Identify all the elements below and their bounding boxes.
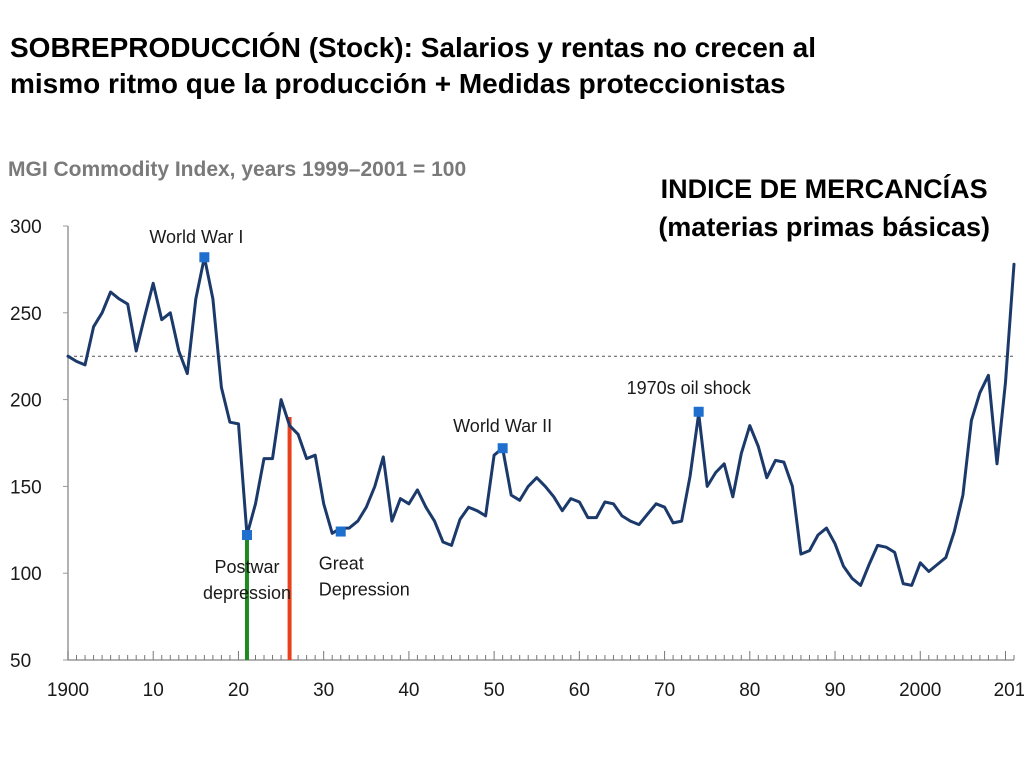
y-tick-label: 200 (10, 391, 42, 412)
y-tick-label: 150 (10, 477, 42, 498)
commodity-index-line (66, 255, 1016, 587)
y-tick-label: 50 (10, 651, 31, 672)
y-tick-label: 300 (10, 217, 42, 238)
x-tick-label: 30 (313, 680, 334, 701)
slide-title: SOBREPRODUCCIÓN (Stock): Salarios y rent… (10, 30, 1010, 102)
x-tick-label: 2000 (899, 680, 941, 701)
y-tick-label: 100 (10, 564, 42, 585)
annotation-label: Great (319, 554, 364, 574)
x-tick-label: 50 (484, 680, 505, 701)
annotation-label: Depression (319, 580, 410, 600)
annotation-marker (335, 526, 346, 537)
x-tick-label: 90 (824, 680, 845, 701)
annotation-label: 1970s oil shock (627, 378, 752, 398)
slide-title-line-1: SOBREPRODUCCIÓN (Stock): Salarios y rent… (10, 32, 816, 63)
annotation-marker (693, 406, 704, 417)
annotation-marker (497, 443, 508, 454)
annotation-marker (199, 252, 210, 263)
side-caption: INDICE DE MERCANCÍAS (materias primas bá… (658, 170, 990, 246)
x-tick-label: 40 (398, 680, 419, 701)
annotation-marker (241, 530, 252, 541)
x-tick-label: 80 (739, 680, 760, 701)
chart-title: MGI Commodity Index, years 1999–2001 = 1… (8, 158, 467, 181)
x-tick-label: 2011 (994, 680, 1024, 701)
side-caption-line-2: (materias primas básicas) (658, 212, 990, 242)
annotation-label: World War I (149, 227, 243, 247)
x-tick-label: 60 (569, 680, 590, 701)
x-tick-label: 70 (654, 680, 675, 701)
x-tick-label: 20 (228, 680, 249, 701)
x-tick-label: 10 (143, 680, 164, 701)
y-tick-label: 250 (10, 304, 42, 325)
side-caption-line-1: INDICE DE MERCANCÍAS (660, 174, 988, 204)
slide-title-line-2: mismo ritmo que la producción + Medidas … (10, 68, 786, 99)
x-tick-label: 1900 (47, 680, 89, 701)
annotation-label: World War II (453, 416, 552, 436)
annotation-label: depression (203, 583, 291, 603)
annotation-label: Postwar (214, 557, 279, 577)
